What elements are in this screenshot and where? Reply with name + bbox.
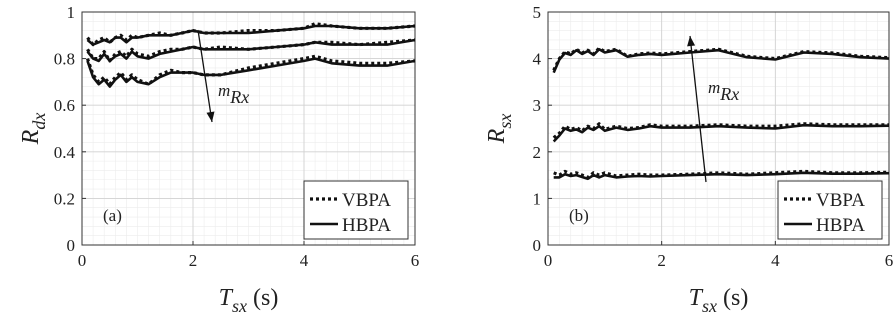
legend-box <box>303 180 409 240</box>
series-line-hbpa-bottom <box>86 57 416 88</box>
legend-label-vbpa: VBPA <box>816 190 865 211</box>
x-axis-label: Tsx (s) <box>689 285 749 316</box>
x-tick-label: 6 <box>411 251 420 270</box>
y-tick-label: 3 <box>533 96 542 115</box>
annotation-m-rx: mRx <box>218 81 249 107</box>
plot-frame <box>547 11 890 246</box>
legend-label-hbpa: HBPA <box>816 215 865 236</box>
panel-a: 0 2 4 6 0 0.2 0.4 0.6 0.8 1 mRx (a) VBPA HBPA Tsx (s) R… <box>18 3 419 316</box>
series-line-hbpa-bottom <box>553 171 890 181</box>
y-axis-label: Rdx <box>18 113 49 146</box>
x-tick-label: 2 <box>657 251 666 270</box>
annotation-m-rx: mRx <box>708 78 739 104</box>
series-line-vbpa-bottom <box>85 54 416 86</box>
series-line-hbpa-top <box>86 24 416 46</box>
legend-box <box>777 180 883 240</box>
y-tick-label: 1 <box>533 189 542 208</box>
x-tick-label: 2 <box>189 251 198 270</box>
trend-arrow-head <box>687 36 696 47</box>
series-line-vbpa-middle <box>86 38 416 63</box>
legend-label-vbpa: VBPA <box>342 190 391 211</box>
x-axis-label: Tsx (s) <box>219 285 279 316</box>
series-line-hbpa-middle <box>552 123 890 143</box>
trend-arrow-head <box>206 111 215 122</box>
trend-arrow-shaft <box>689 35 707 183</box>
y-tick-label: 0.8 <box>54 50 75 69</box>
x-tick-label: 4 <box>771 251 780 270</box>
series-line-vbpa-top <box>86 22 416 47</box>
series-line-vbpa-bottom <box>553 169 890 179</box>
trend-arrow-shaft <box>197 29 213 123</box>
y-axis-label: Rsx <box>484 114 515 145</box>
y-tick-label: 2 <box>533 143 542 162</box>
legend-label-hbpa: HBPA <box>342 215 391 236</box>
series-line-hbpa-middle <box>86 38 416 63</box>
panel-label: (b) <box>569 206 589 225</box>
x-tick-label: 6 <box>885 251 894 270</box>
x-tick-label: 0 <box>78 251 87 270</box>
y-tick-label: 0.6 <box>54 96 75 115</box>
y-tick-label: 0 <box>533 236 542 255</box>
y-tick-label: 5 <box>533 3 542 22</box>
panel-label: (a) <box>103 206 122 225</box>
x-tick-label: 4 <box>300 251 309 270</box>
y-tick-label: 0.4 <box>54 143 76 162</box>
y-tick-label: 0.2 <box>54 189 75 208</box>
plot-frame <box>81 11 416 246</box>
panel-b: 0 2 4 6 0 1 2 3 4 5 mRx (b) VBPA HBPA Tsx (s) Rsx <box>484 3 893 316</box>
y-tick-label: 4 <box>533 50 542 69</box>
series-line-hbpa-top <box>552 47 890 74</box>
y-tick-label: 1 <box>67 3 76 22</box>
y-tick-label: 0 <box>67 236 76 255</box>
x-tick-label: 0 <box>544 251 553 270</box>
series-line-vbpa-middle <box>552 122 889 140</box>
